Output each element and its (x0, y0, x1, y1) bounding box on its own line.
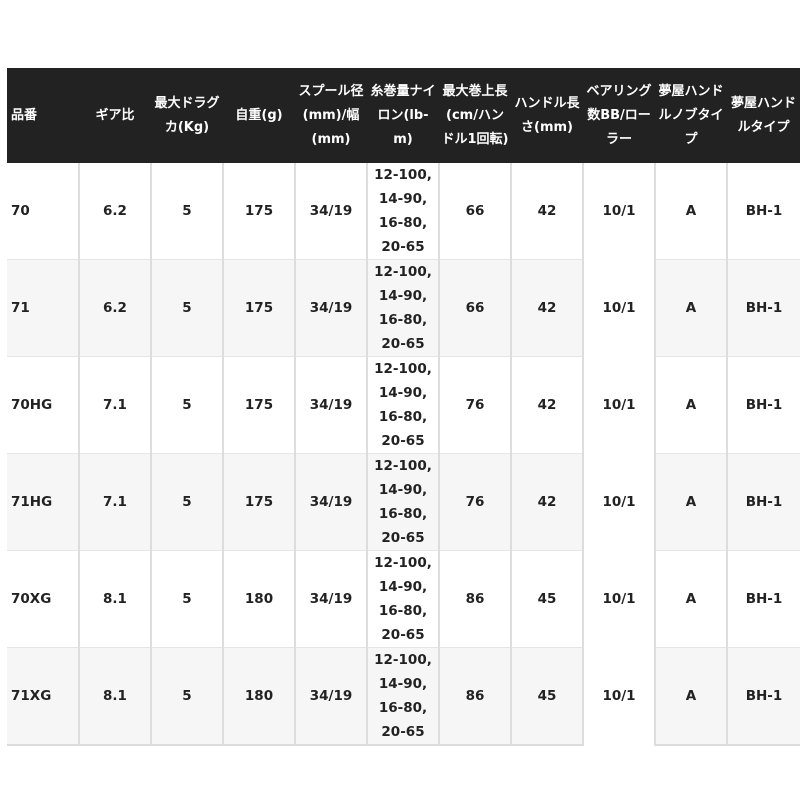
column-header: ベアリング数BB/ローラー (583, 68, 655, 163)
spec-table: 品番 ギア比 最大ドラグカ(Kg) 自重(g) スプール径(mm)/幅(mm) 糸巻量ナイ… (7, 68, 800, 746)
table-cell: 86 (438, 647, 511, 746)
table-cell: BH-1 (726, 356, 800, 454)
table-cell: 76 (438, 356, 511, 454)
column-header: 夢屋ハンドルタイプ (727, 68, 800, 163)
table-cell: A (654, 647, 727, 746)
table-row: 71HG 7.1 5 175 34/19 12-100, 14-90, 16-80, 20… (7, 453, 800, 551)
table-cell: 10/1 (582, 163, 655, 260)
table-cell: 5 (150, 163, 223, 260)
table-cell: 7.1 (78, 453, 151, 551)
table-cell: 70HG (7, 356, 79, 454)
table-row: 70HG 7.1 5 175 34/19 12-100, 14-90, 16-80, 20… (7, 356, 800, 454)
table-cell: 10/1 (582, 453, 655, 551)
table-cell: 45 (510, 550, 583, 648)
table-cell: 42 (510, 259, 583, 357)
table-cell: 8.1 (78, 647, 151, 746)
table-cell: 5 (150, 550, 223, 648)
column-header: ギア比 (79, 68, 151, 163)
table-cell: 12-100, 14-90, 16-80, 20-65 (366, 453, 439, 551)
table-cell: 8.1 (78, 550, 151, 648)
table-cell: BH-1 (726, 550, 800, 648)
table-cell: BH-1 (726, 259, 800, 357)
table-cell: 12-100, 14-90, 16-80, 20-65 (366, 259, 439, 357)
table-cell: 34/19 (294, 453, 367, 551)
table-cell: 12-100, 14-90, 16-80, 20-65 (366, 647, 439, 746)
table-cell: 175 (222, 356, 295, 454)
column-header: 最大ドラグカ(Kg) (151, 68, 223, 163)
table-cell: 42 (510, 453, 583, 551)
table-cell: 86 (438, 550, 511, 648)
table-cell: 12-100, 14-90, 16-80, 20-65 (366, 163, 439, 260)
table-cell: 10/1 (582, 550, 655, 648)
table-row: 71 6.2 5 175 34/19 12-100, 14-90, 16-80, 20-6… (7, 259, 800, 357)
table-cell: 12-100, 14-90, 16-80, 20-65 (366, 356, 439, 454)
column-header: 自重(g) (223, 68, 295, 163)
table-cell: A (654, 550, 727, 648)
table-cell: 76 (438, 453, 511, 551)
header-row: 品番 ギア比 最大ドラグカ(Kg) 自重(g) スプール径(mm)/幅(mm) 糸巻量ナイ… (7, 68, 800, 163)
table-cell: 12-100, 14-90, 16-80, 20-65 (366, 550, 439, 648)
table-cell: BH-1 (726, 453, 800, 551)
table-cell: 42 (510, 163, 583, 260)
table-cell: BH-1 (726, 647, 800, 746)
table-row: 70 6.2 5 175 34/19 12-100, 14-90, 16-80, 20-6… (7, 163, 800, 260)
table-cell: 71 (7, 259, 79, 357)
table-cell: 34/19 (294, 163, 367, 260)
table-cell: 10/1 (582, 647, 655, 745)
column-header: ハンドル長さ(mm) (511, 68, 583, 163)
table-cell: 34/19 (294, 259, 367, 357)
table-cell: 70 (7, 163, 79, 260)
column-header: スプール径(mm)/幅(mm) (295, 68, 367, 163)
table-cell: 42 (510, 356, 583, 454)
table-cell: 5 (150, 356, 223, 454)
table-row: 71XG 8.1 5 180 34/19 12-100, 14-90, 16-80, 20… (7, 647, 800, 746)
table-cell: 71XG (7, 647, 79, 746)
table-cell: 45 (510, 647, 583, 746)
column-header: 夢屋ハンドルノブタイプ (655, 68, 727, 163)
table-cell: 180 (222, 647, 295, 746)
table-row: 70XG 8.1 5 180 34/19 12-100, 14-90, 16-80, 20… (7, 550, 800, 648)
column-header: 最大巻上長(cm/ハンドル1回転) (439, 68, 511, 163)
table-cell: A (654, 259, 727, 357)
table-cell: 66 (438, 259, 511, 357)
table-cell: A (654, 453, 727, 551)
table-cell: 6.2 (78, 163, 151, 260)
table-cell: 175 (222, 163, 295, 260)
table-cell: 5 (150, 453, 223, 551)
table-cell: A (654, 356, 727, 454)
table-cell: 5 (150, 647, 223, 746)
table-cell: 71HG (7, 453, 79, 551)
table-cell: BH-1 (726, 163, 800, 260)
column-header: 糸巻量ナイロン(lb-m) (367, 68, 439, 163)
table-cell: 6.2 (78, 259, 151, 357)
table-cell: 7.1 (78, 356, 151, 454)
table-cell: 34/19 (294, 647, 367, 746)
table-cell: 175 (222, 259, 295, 357)
table-cell: 5 (150, 259, 223, 357)
table-cell: 34/19 (294, 356, 367, 454)
table-cell: 70XG (7, 550, 79, 648)
table-cell: A (654, 163, 727, 260)
column-header: 品番 (7, 68, 79, 163)
table-cell: 10/1 (582, 356, 655, 454)
table-cell: 175 (222, 453, 295, 551)
table-cell: 66 (438, 163, 511, 260)
table-cell: 10/1 (582, 259, 655, 357)
table-cell: 34/19 (294, 550, 367, 648)
table-cell: 180 (222, 550, 295, 648)
